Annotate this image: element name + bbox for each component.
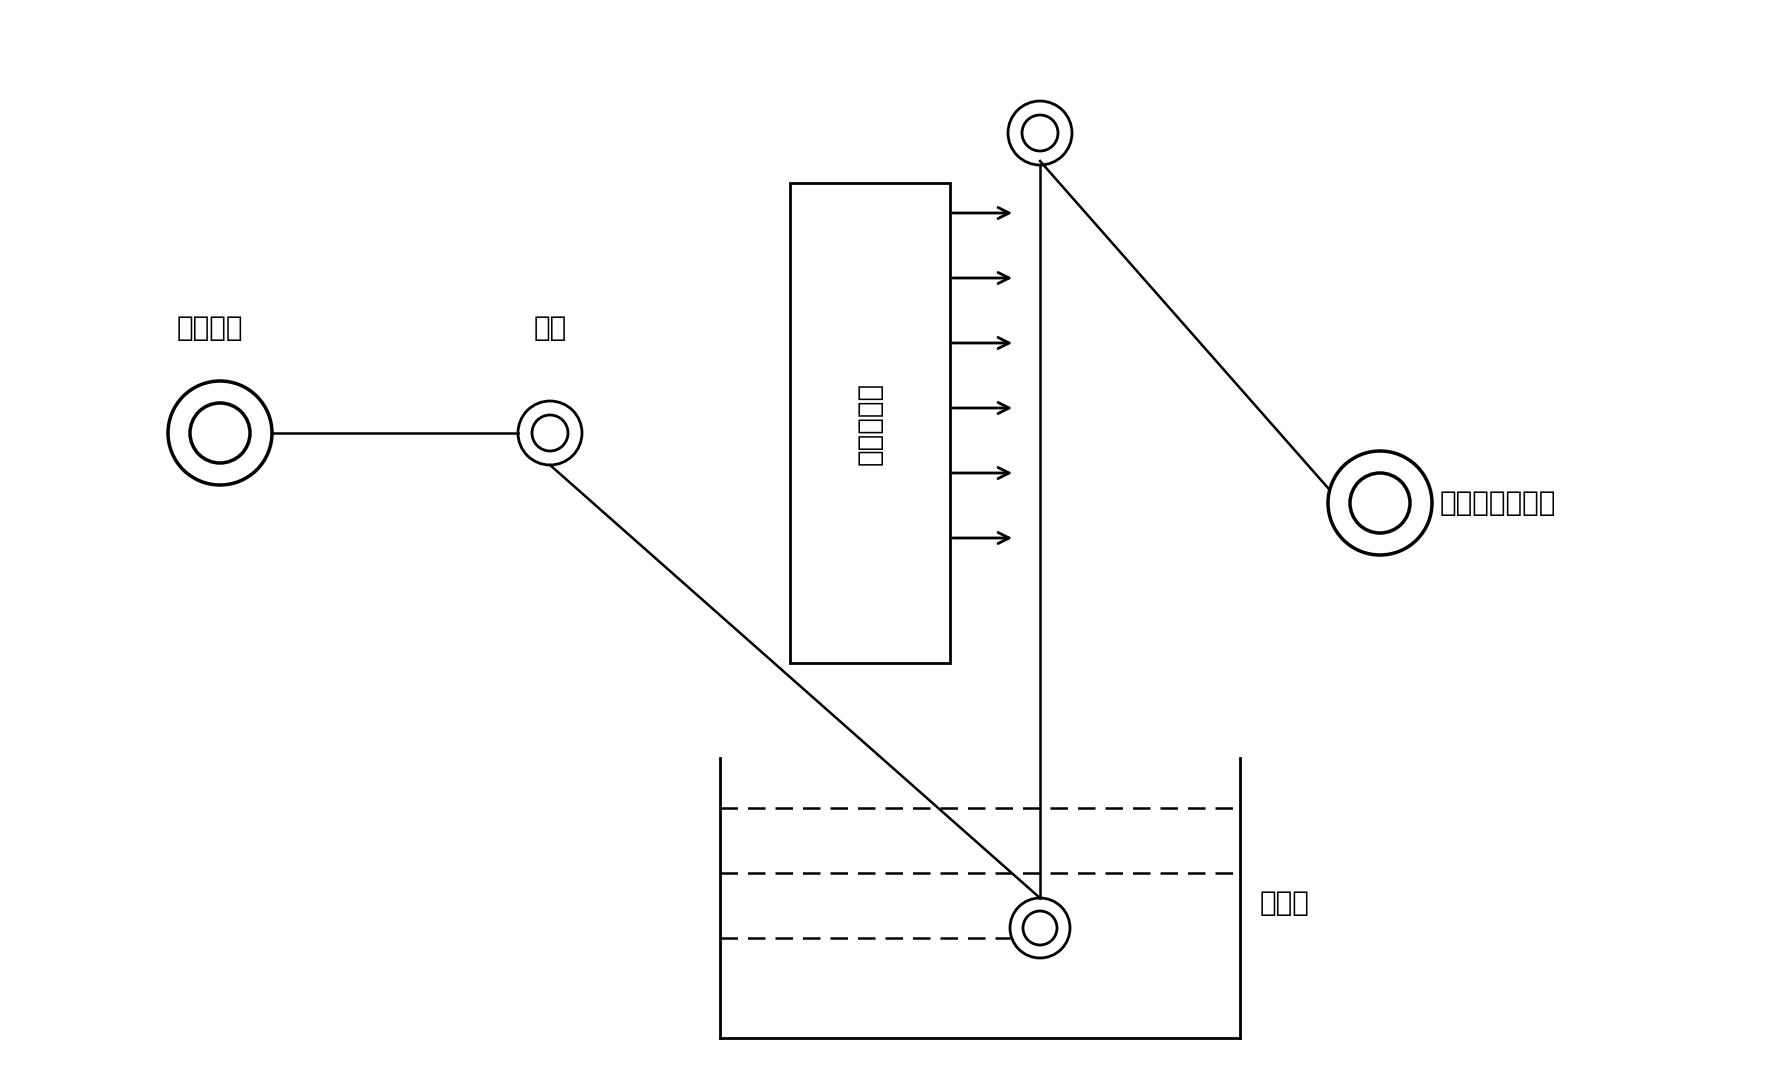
Bar	[790, 183, 951, 663]
Text: 中空纤维: 中空纤维	[177, 314, 243, 342]
Text: 滑轮: 滑轮	[533, 314, 567, 342]
Text: 鼓风干燥机: 鼓风干燥机	[856, 381, 885, 465]
Text: 涂敷的中空纤维: 涂敷的中空纤维	[1440, 490, 1556, 517]
Text: 涂敷液: 涂敷液	[1260, 889, 1309, 917]
